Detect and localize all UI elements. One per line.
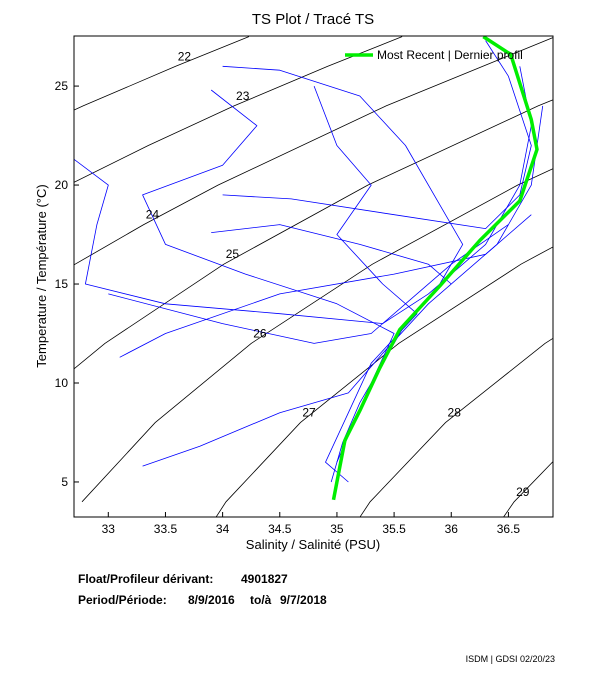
y-tick-label: 20 (55, 178, 69, 192)
recent-profile (331, 36, 539, 501)
float-id: 4901827 (241, 572, 288, 586)
y-tick-label: 10 (55, 376, 69, 390)
profile-line (74, 66, 532, 324)
y-tick-label: 5 (61, 475, 68, 489)
profile-line (142, 105, 544, 467)
contour-label: 29 (516, 485, 530, 499)
float-label: Float/Profileur dérivant: (78, 572, 213, 586)
x-axis-label: Salinity / Salinité (PSU) (246, 537, 380, 552)
x-tick-label: 33.5 (154, 522, 178, 536)
density-contour (359, 337, 553, 517)
contour-label: 22 (178, 49, 192, 63)
period-label: Period/Période: (78, 593, 167, 607)
period-start: 8/9/2016 (188, 593, 235, 607)
legend-label: Most Recent | Dernier profil (377, 48, 523, 62)
profile-line (222, 40, 532, 229)
chart-title: TS Plot / Tracé TS (252, 11, 374, 28)
density-contour (74, 37, 553, 266)
y-tick-label: 25 (55, 79, 69, 93)
period-end: 9/7/2018 (280, 593, 327, 607)
x-tick-label: 36 (445, 522, 459, 536)
x-tick-label: 33 (102, 522, 116, 536)
x-tick-label: 34.5 (268, 522, 292, 536)
density-contour (81, 168, 553, 503)
contour-label: 27 (302, 406, 316, 420)
profile-line (313, 85, 418, 483)
density-contour (215, 246, 553, 517)
density-contour (74, 36, 250, 111)
contour-label: 25 (226, 247, 240, 261)
x-tick-label: 34 (216, 522, 230, 536)
contour-label: 24 (146, 208, 160, 222)
period-to: to/à (250, 593, 272, 607)
plot-area (74, 36, 553, 517)
density-contour (503, 461, 553, 517)
x-tick-label: 35.5 (382, 522, 406, 536)
footer: ISDM | GDSI 02/20/23 (466, 654, 555, 664)
density-contour (74, 36, 403, 183)
x-tick-label: 35 (330, 522, 344, 536)
contour-label: 23 (236, 89, 250, 103)
x-tick-label: 36.5 (497, 522, 521, 536)
contour-label: 28 (448, 406, 462, 420)
profile-line (108, 224, 509, 344)
contour-label: 26 (253, 326, 267, 340)
y-axis-label: Temperature / Température (°C) (34, 184, 49, 367)
density-contour (74, 99, 553, 370)
y-tick-label: 15 (55, 277, 69, 291)
profile-line (211, 224, 452, 285)
plot-frame (73, 35, 554, 518)
